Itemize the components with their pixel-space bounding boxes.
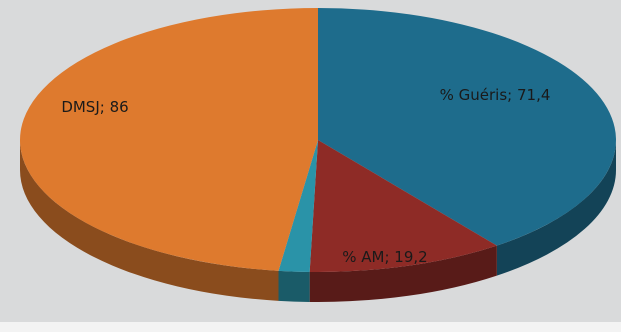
pie-sides <box>20 140 616 302</box>
data-label-0: % Guéris; 71,4 <box>440 86 551 104</box>
pie-slice-1 <box>309 140 497 272</box>
pie-tops <box>19 8 617 272</box>
pie-slice-2 <box>278 140 318 272</box>
pie-side-3 <box>20 140 279 301</box>
pie-slice-0 <box>318 8 617 246</box>
pie-slice-3 <box>19 8 318 271</box>
bottom-strip <box>0 322 621 332</box>
pie-side-2 <box>278 270 310 302</box>
pie-labels: % Guéris; 71,4 % AM; 19,2 DMSJ; 86 <box>61 86 550 266</box>
data-label-3: DMSJ; 86 <box>61 98 128 116</box>
data-label-1: % AM; 19,2 <box>342 248 427 266</box>
pie-side-1 <box>309 245 497 302</box>
pie-side-0 <box>496 140 616 276</box>
